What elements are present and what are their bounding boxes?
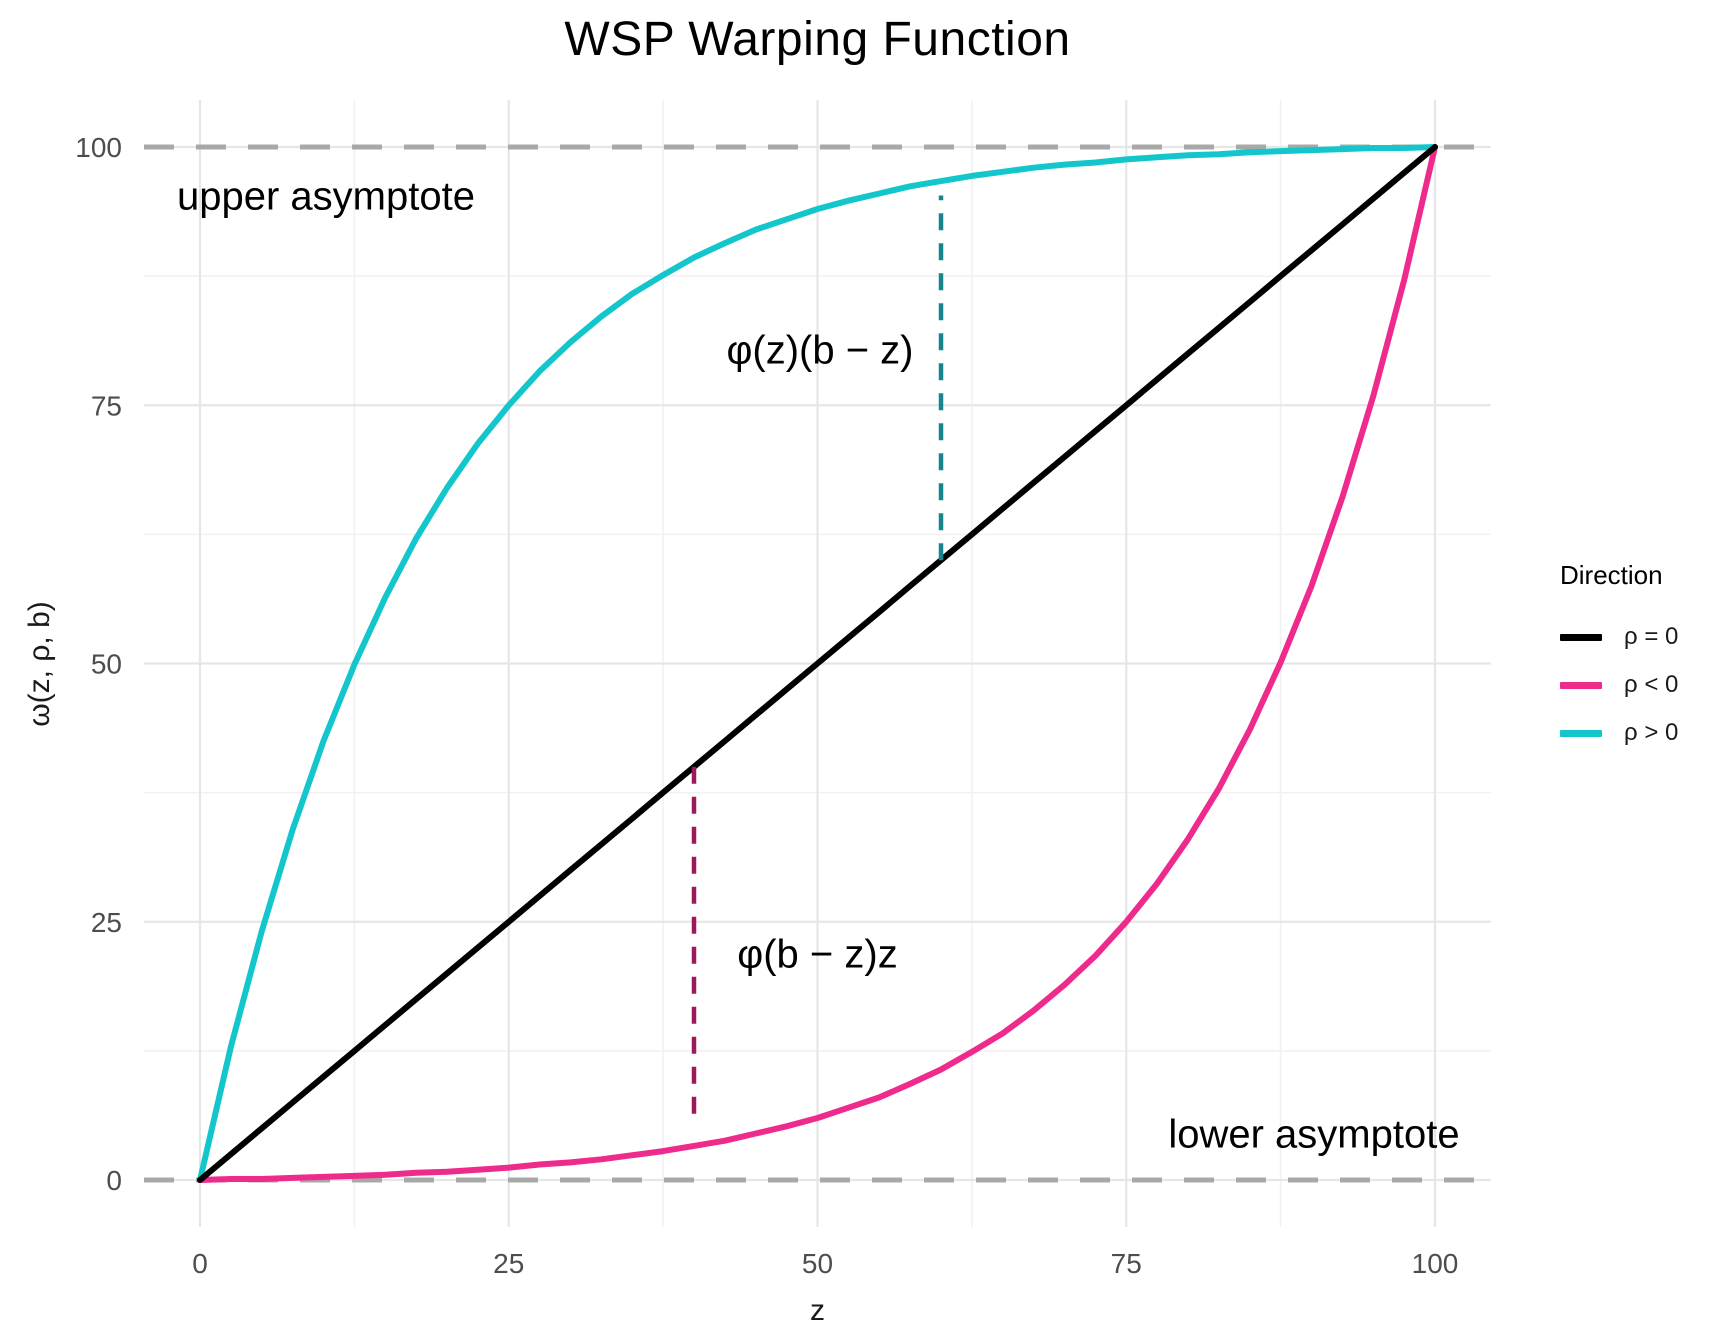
x-tick-label: 100 (1412, 1248, 1459, 1279)
legend-swatch-rho-lt-0 (1560, 681, 1602, 689)
legend-label-rho-gt-0: ρ > 0 (1624, 719, 1679, 746)
y-tick-label: 100 (75, 132, 122, 163)
x-axis-title: z (810, 1294, 825, 1327)
curve-rho-lt-0 (197, 144, 1438, 1183)
lower-asymptote-label: lower asymptote (1168, 1112, 1460, 1157)
upper-asymptote-label: upper asymptote (176, 174, 475, 219)
plot-title: WSP Warping Function (564, 13, 1071, 66)
upper-gap-formula: φ(z)(b − z) (726, 328, 914, 372)
legend-item-rho-lt-0: ρ < 0 (1560, 661, 1678, 709)
curve-rho-eq-0 (197, 144, 1438, 1183)
lower-gap-formula: φ(b − z)z (737, 932, 898, 977)
legend-label-rho-lt-0: ρ < 0 (1624, 671, 1679, 698)
legend: Direction ρ = 0 ρ < 0 ρ > 0 (1560, 560, 1678, 757)
legend-swatch-rho-eq-0 (1560, 633, 1602, 641)
legend-label-rho-eq-0: ρ = 0 (1624, 623, 1679, 650)
y-tick-label: 75 (91, 390, 122, 421)
curve-rho-gt-0 (197, 144, 1438, 1183)
legend-item-rho-eq-0: ρ = 0 (1560, 613, 1678, 661)
legend-title: Direction (1560, 560, 1663, 590)
x-tick-label: 75 (1111, 1248, 1142, 1279)
x-tick-label: 25 (493, 1248, 524, 1279)
y-tick-label: 25 (91, 907, 122, 938)
y-axis-title: ω(z, ρ, b) (23, 601, 56, 727)
y-tick-label: 50 (91, 649, 122, 680)
legend-swatch-rho-gt-0 (1560, 729, 1602, 737)
x-tick-label: 50 (802, 1248, 833, 1279)
x-tick-label: 0 (192, 1248, 208, 1279)
y-tick-label: 0 (106, 1165, 122, 1196)
legend-item-rho-gt-0: ρ > 0 (1560, 709, 1678, 757)
